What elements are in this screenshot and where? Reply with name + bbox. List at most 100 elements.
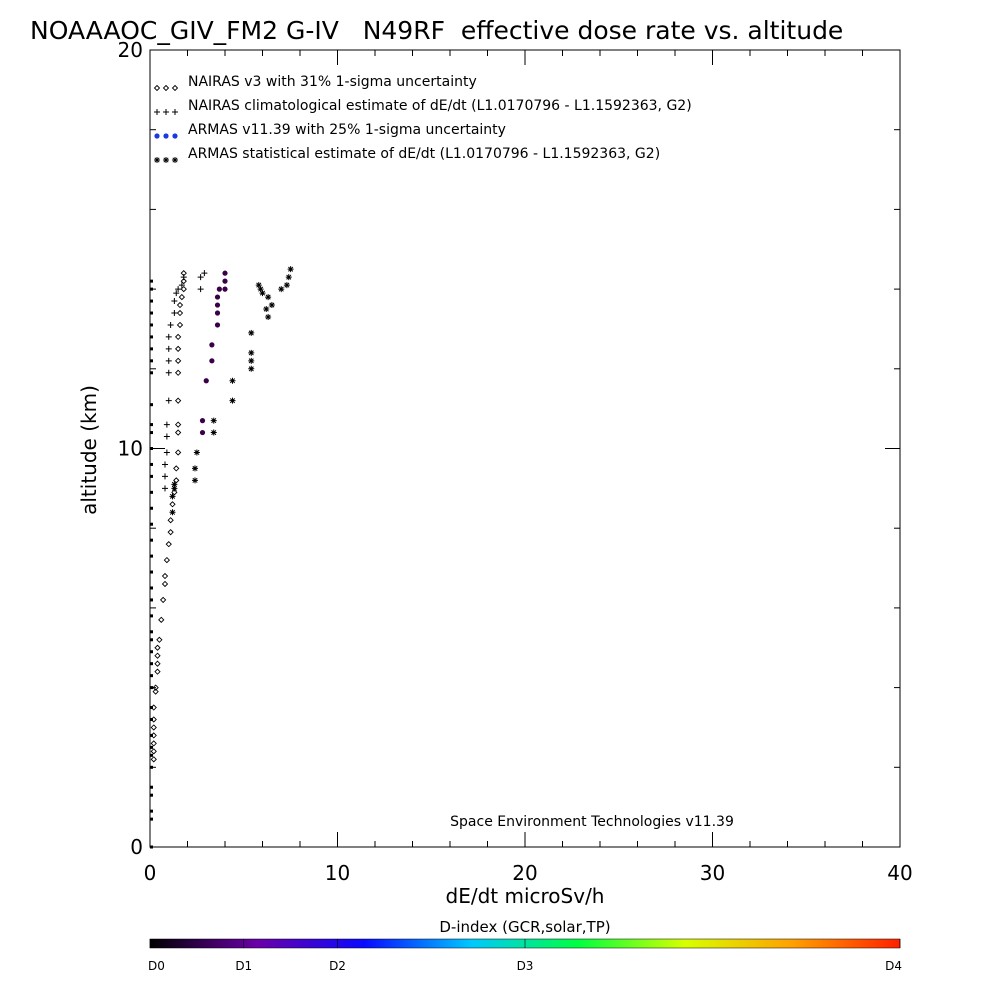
flight-trace-point (150, 299, 153, 303)
data-point (169, 501, 176, 508)
data-point (161, 572, 169, 580)
legend-label: NAIRAS v3 with 31% 1-sigma uncertainty (188, 74, 477, 90)
data-point (203, 378, 209, 384)
data-point (222, 270, 228, 276)
flight-trace-point (150, 630, 153, 634)
data-point (150, 748, 157, 755)
data-point (150, 756, 157, 763)
data-point (165, 345, 172, 352)
legend-label: ARMAS statistical estimate of dE/dt (L1.… (188, 146, 660, 162)
data-point (229, 397, 236, 404)
data-point (176, 301, 184, 309)
data-point (192, 477, 198, 484)
legend-entry: NAIRAS v3 with 31% 1-sigma uncertainty (153, 74, 477, 92)
flight-trace-point (150, 650, 153, 654)
legend-marker (163, 133, 169, 139)
data-point (174, 429, 182, 436)
y-axis-label: altitude (km) (77, 385, 101, 515)
data-point (255, 282, 262, 289)
flight-trace-point (150, 793, 153, 797)
data-point (214, 322, 221, 328)
data-point (209, 342, 215, 348)
data-point (158, 616, 165, 623)
flight-trace-point (150, 347, 153, 351)
data-point (174, 357, 182, 364)
colorbar-label: D4 (885, 959, 902, 973)
flight-trace-point (150, 538, 153, 542)
data-point (165, 369, 172, 376)
flight-trace-point (150, 785, 153, 789)
data-point (214, 294, 221, 300)
data-point (174, 397, 182, 404)
data-point (210, 429, 217, 436)
data-point (214, 310, 221, 316)
data-marks (150, 266, 294, 849)
data-point (171, 485, 178, 492)
data-point (199, 429, 206, 436)
flight-trace-point (150, 287, 153, 291)
data-point (150, 740, 157, 747)
data-point (180, 274, 187, 281)
data-point (278, 286, 285, 293)
legend-marker (163, 157, 169, 163)
data-point (259, 290, 266, 297)
data-point (285, 274, 292, 281)
data-point (214, 302, 221, 308)
data-point (162, 461, 168, 468)
flight-trace-point (150, 753, 153, 757)
credit-annotation: Space Environment Technologies v11.39 (450, 814, 734, 830)
data-point (248, 329, 255, 336)
flight-trace-point (150, 311, 153, 315)
data-point (199, 418, 206, 424)
data-point (222, 286, 228, 292)
data-point (176, 309, 184, 317)
data-point (165, 333, 172, 340)
flight-trace-point (150, 586, 153, 590)
data-point (265, 294, 272, 301)
data-point (174, 333, 182, 341)
flight-trace-point (150, 570, 153, 574)
flight-trace-point (150, 474, 153, 478)
flight-trace-point (150, 359, 153, 363)
data-point (248, 349, 255, 356)
legend-marker (171, 84, 179, 92)
data-point (169, 493, 176, 500)
data-point (180, 285, 187, 293)
data-point (165, 541, 172, 548)
data-point (197, 286, 204, 293)
data-point (178, 282, 185, 289)
legend-marker (172, 109, 178, 115)
colorbar-title: D-index (GCR,solar,TP) (439, 918, 610, 936)
flight-trace-point (150, 674, 153, 678)
data-point (159, 596, 167, 604)
legend-marker (172, 157, 178, 163)
y-tick-label: 10 (118, 437, 143, 461)
data-point (171, 481, 178, 488)
data-point (171, 310, 178, 317)
flight-trace-point (150, 490, 153, 494)
data-point (169, 509, 176, 516)
legend-marker (163, 109, 169, 115)
data-point (175, 286, 182, 293)
colorbar-label: D0 (148, 959, 165, 973)
x-axis-label: dE/dt microSv/h (446, 884, 605, 908)
legend-marker (154, 109, 160, 115)
data-point (197, 274, 204, 281)
data-point (209, 358, 215, 364)
flight-trace-point (150, 638, 153, 642)
data-point (163, 556, 171, 564)
flight-trace-point (150, 554, 153, 558)
data-point (163, 433, 170, 440)
series-plus (162, 270, 208, 492)
legend-marker (172, 133, 178, 139)
colorbar-label: D1 (235, 959, 252, 973)
legend-marker (153, 84, 161, 92)
data-point (163, 449, 170, 456)
data-point (152, 684, 159, 691)
data-point (178, 293, 186, 301)
flight-trace-point (150, 447, 153, 450)
data-point (268, 302, 275, 309)
data-point (287, 266, 294, 273)
data-point (257, 286, 264, 293)
